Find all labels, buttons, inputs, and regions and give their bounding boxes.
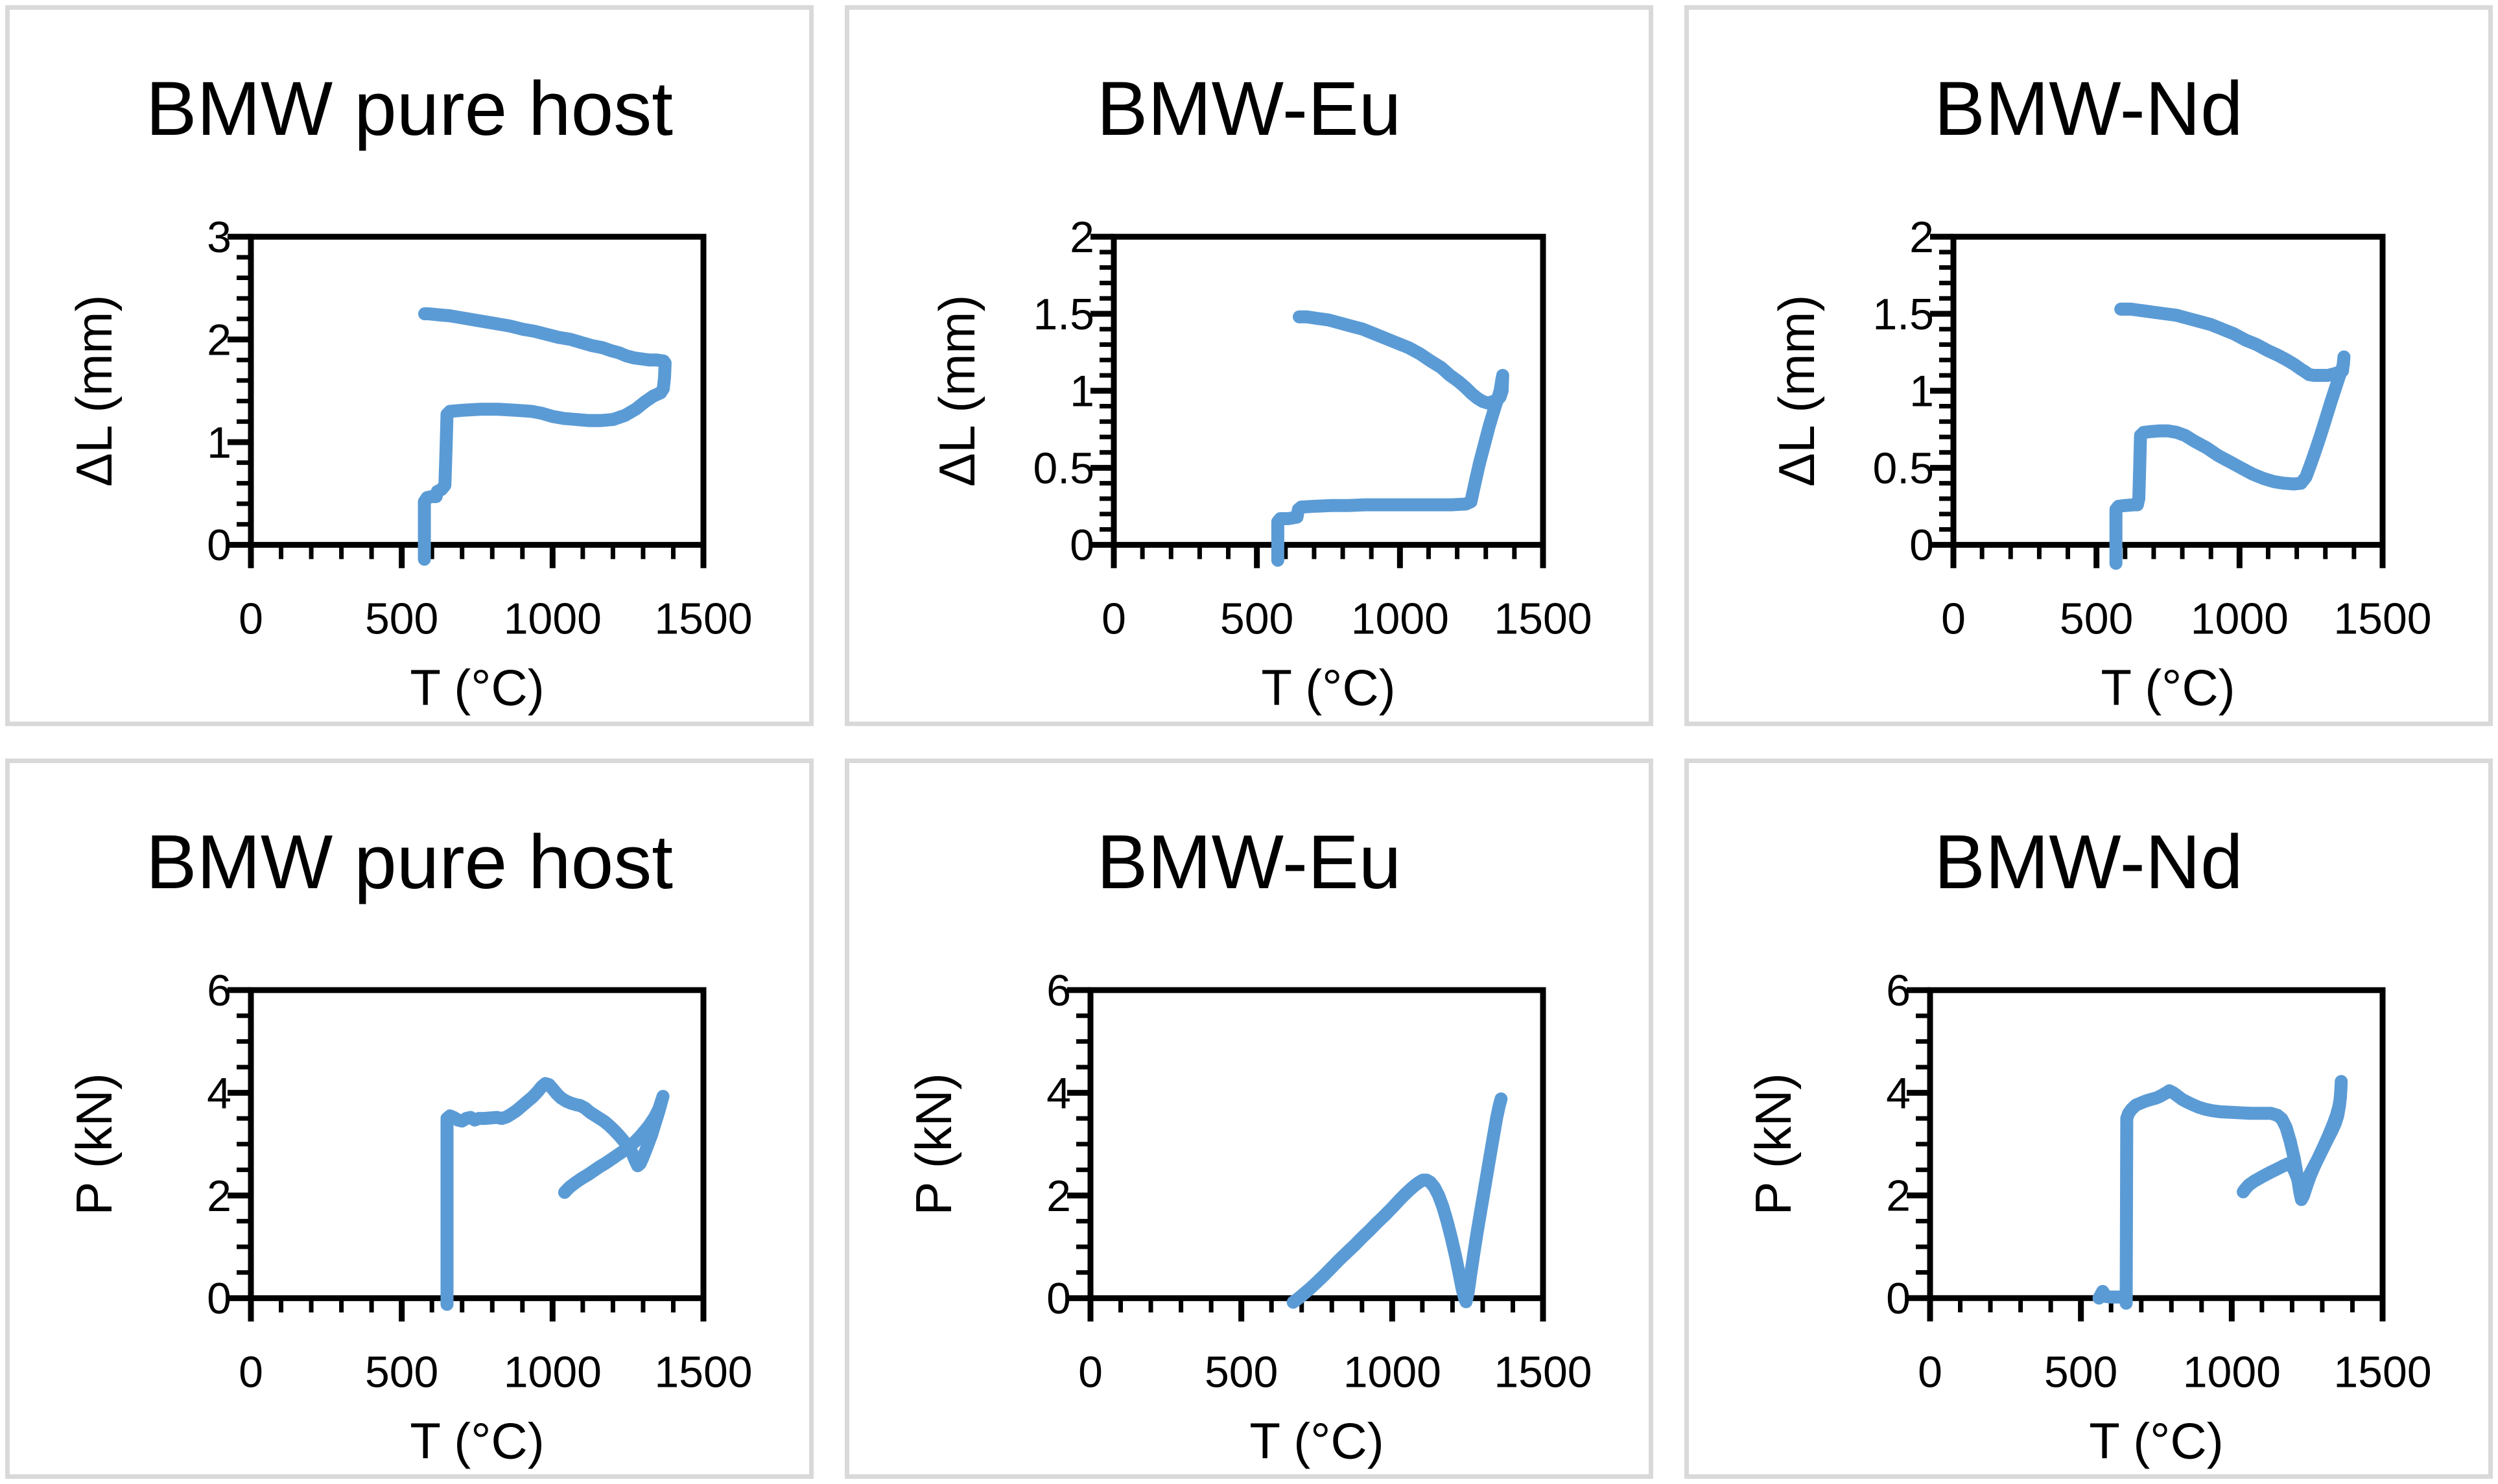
dilation-chart-eu: 0 500 1000 1500 0 0.5 1 1.5 2 T (°C) ΔL (mm) [928, 213, 1592, 716]
x-tick-label: 1000 [1343, 1347, 1441, 1396]
plot-border [248, 233, 707, 548]
x-tick-label: 0 [1078, 1347, 1103, 1396]
x-tick-label: 0 [1102, 594, 1126, 643]
y-tick-label: 2 [1909, 213, 1934, 262]
x-tick-label: 500 [2044, 1347, 2117, 1396]
dilation-chart-nd: 0 500 1000 1500 0 0.5 1 1.5 2 T (°C) ΔL (mm) [1768, 213, 2432, 716]
chart-title: BMW-Nd [1934, 819, 2243, 905]
x-tick-label: 500 [1205, 1347, 1278, 1396]
y-axis-title: ΔL (mm) [928, 295, 985, 487]
x-tick-label: 1000 [504, 594, 602, 643]
y-tick-label: 6 [1046, 965, 1071, 1015]
plot-border [1111, 233, 1546, 548]
x-axis-title: T (°C) [410, 659, 544, 716]
series-heating-cooling-loop [2109, 302, 2351, 570]
dilation-chart-pure-host: 0 500 1000 1500 0 1 2 3 T (°C) ΔL (mm) [65, 213, 753, 716]
y-tick-label: 1 [207, 418, 231, 467]
y-axis-title: ΔL (mm) [1768, 295, 1825, 487]
x-axis-title: T (°C) [1261, 659, 1395, 716]
x-tick-label: 500 [2060, 594, 2133, 643]
y-tick-label: 2 [1886, 1171, 1911, 1220]
y-tick-label: 0 [207, 521, 231, 570]
x-tick-label: 500 [1220, 594, 1293, 643]
chart-panel-host-load: BMW pure host 0 500 1000 1500 0 2 4 6 T (°C) P (k… [5, 758, 814, 1479]
y-tick-label: 0 [1046, 1274, 1071, 1323]
y-tick-label: 4 [207, 1068, 231, 1118]
y-axis-title: P (kN) [905, 1072, 962, 1215]
x-axis-title: T (°C) [2089, 1412, 2223, 1469]
load-chart-nd: 0 500 1000 1500 0 2 4 6 T (°C) P (kN) [1745, 966, 2432, 1469]
y-axis-title: ΔL (mm) [65, 295, 123, 487]
y-tick-label: 1.5 [1872, 290, 1934, 339]
chart-panel-nd-dilation: BMW-Nd 0 500 1000 1500 0 0.5 1 1.5 2 T (°C) ΔL (mm… [1684, 5, 2493, 726]
x-tick-label: 0 [1918, 1347, 1942, 1396]
x-tick-label: 1000 [2191, 594, 2289, 643]
chart-title: BMW-Eu [1096, 66, 1402, 152]
chart-title: BMW-Nd [1934, 66, 2243, 152]
y-tick-label: 4 [1886, 1068, 1911, 1118]
y-tick-label: 2 [1070, 213, 1094, 262]
series-heating-cooling-loop [418, 307, 672, 566]
y-tick-label: 0 [207, 1274, 231, 1323]
y-tick-label: 0 [1909, 521, 1934, 570]
y-tick-label: 0 [1886, 1274, 1911, 1323]
y-tick-label: 2 [207, 1171, 231, 1220]
series-heating-cooling-loop [1271, 310, 1509, 567]
x-tick-label: 500 [365, 1347, 438, 1396]
y-tick-label: 1 [1909, 367, 1934, 416]
chart-title: BMW pure host [145, 819, 674, 905]
y-axis-title: P (kN) [65, 1072, 123, 1215]
chart-panel-nd-load: BMW-Nd 0 500 1000 1500 0 2 4 6 T (°C) P (kN) [1684, 758, 2493, 1479]
load-chart-pure-host: 0 500 1000 1500 0 2 4 6 T (°C) P (kN) [65, 965, 753, 1469]
y-tick-label: 1 [1070, 367, 1094, 416]
x-tick-label: 500 [365, 594, 438, 643]
series-heating-curve [1286, 1092, 1508, 1309]
x-tick-label: 1500 [2333, 594, 2431, 643]
y-tick-label: 2 [1046, 1171, 1071, 1220]
x-tick-label: 0 [239, 1347, 263, 1396]
y-tick-label: 6 [1886, 966, 1911, 1015]
chart-panel-eu-load: BMW-Eu 0 500 1000 1500 0 2 4 6 T (°C) P (kN) [845, 758, 1653, 1479]
x-tick-label: 1500 [1494, 1347, 1592, 1396]
chart-title: BMW pure host [145, 66, 674, 152]
plot-border [1950, 233, 2386, 548]
series-heating-cooling-loop [2092, 1074, 2348, 1310]
y-tick-label: 0 [1070, 521, 1094, 570]
x-tick-label: 0 [1941, 594, 1966, 643]
x-tick-label: 1500 [654, 594, 752, 643]
y-tick-label: 4 [1046, 1068, 1071, 1118]
y-tick-label: 2 [207, 315, 231, 364]
x-tick-label: 1000 [1351, 594, 1449, 643]
load-chart-eu: 0 500 1000 1500 0 2 4 6 T (°C) P (kN) [905, 965, 1592, 1469]
x-tick-label: 1000 [2183, 1347, 2281, 1396]
chart-panel-host-dilation: BMW pure host 0 500 1000 1500 0 1 2 3 T (°C) ΔL (… [5, 5, 814, 726]
y-tick-label: 6 [207, 965, 231, 1015]
x-tick-label: 1500 [1494, 594, 1592, 643]
x-tick-label: 0 [239, 594, 263, 643]
chart-panel-eu-dilation: BMW-Eu 0 500 1000 1500 0 0.5 1 1.5 2 T (°C) ΔL (mm… [845, 5, 1653, 726]
x-tick-label: 1500 [654, 1347, 752, 1396]
series-heating-cooling-loop [440, 1076, 670, 1311]
y-tick-label: 3 [207, 213, 231, 262]
x-tick-label: 1000 [504, 1347, 602, 1396]
y-tick-label: 0.5 [1872, 443, 1934, 493]
x-axis-title: T (°C) [2101, 659, 2235, 716]
x-axis-title: T (°C) [1249, 1412, 1384, 1469]
y-tick-label: 1.5 [1033, 290, 1094, 339]
x-axis-title: T (°C) [410, 1412, 544, 1469]
y-tick-label: 0.5 [1033, 443, 1094, 493]
y-axis-title: P (kN) [1745, 1072, 1802, 1215]
chart-title: BMW-Eu [1096, 819, 1402, 905]
x-tick-label: 1500 [2333, 1347, 2431, 1396]
plot-border [1927, 987, 2386, 1301]
